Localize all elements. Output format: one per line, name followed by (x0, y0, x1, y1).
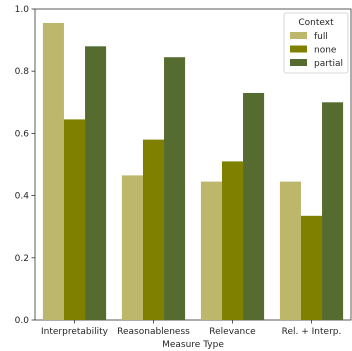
legend-box (283, 12, 349, 74)
bar-partial-0 (85, 46, 107, 320)
bar-none-0 (63, 119, 86, 320)
x-axis: Interpretability Reasonableness Relevance R… (41, 320, 341, 337)
x-tick-label: Reasonableness (117, 327, 190, 337)
bar-full-3 (279, 181, 301, 320)
x-axis-title: Measure Type (162, 340, 224, 350)
legend-swatch-full (290, 32, 307, 39)
bars-group (42, 22, 344, 321)
y-tick-label: 0.6 (15, 129, 30, 139)
legend-label-partial: partial (314, 59, 343, 69)
x-tick-label: Relevance (209, 327, 256, 337)
legend-label-none: none (314, 46, 337, 56)
bar-none-3 (300, 215, 323, 320)
y-tick-label: 0.0 (15, 316, 30, 326)
bar-full-0 (42, 22, 64, 321)
y-axis: 0.0 0.2 0.4 0.6 0.8 1.0 (15, 5, 35, 326)
legend-label-full: full (314, 32, 328, 42)
bar-none-1 (142, 139, 165, 320)
legend-items: full none partial (290, 32, 343, 69)
x-tick-label: Interpretability (41, 327, 109, 337)
bar-partial-1 (164, 57, 186, 321)
bar-none-2 (221, 161, 244, 320)
legend: Context full none partial (283, 12, 349, 74)
y-tick-label: 1.0 (15, 5, 30, 15)
legend-title: Context (298, 18, 334, 28)
x-tick-label: Rel. + Interp. (282, 327, 342, 337)
bar-partial-3 (322, 102, 344, 320)
bar-full-2 (200, 181, 222, 320)
bar-partial-2 (243, 92, 265, 320)
bar-full-1 (121, 175, 143, 320)
y-tick-label: 0.4 (15, 192, 30, 202)
legend-swatch-none (290, 45, 307, 53)
legend-swatch-partial (290, 59, 307, 66)
y-tick-label: 0.8 (15, 67, 30, 77)
y-tick-label: 0.2 (15, 254, 29, 264)
